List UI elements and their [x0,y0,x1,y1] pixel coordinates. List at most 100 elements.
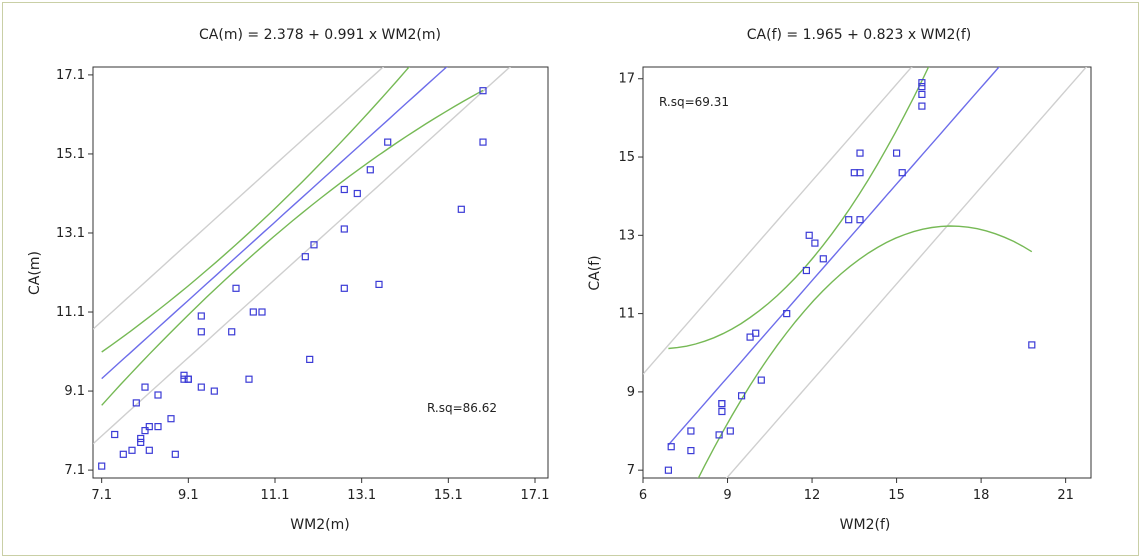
data-point [898,169,906,177]
y-tick-label: 17.1 [56,68,85,83]
data-point [366,166,374,174]
data-point [197,328,205,336]
data-point [306,355,314,363]
data-point [757,376,765,384]
y-tick-label: 17 [618,72,635,87]
data-point [167,415,175,423]
data-point [457,205,465,213]
data-point [726,427,734,435]
scatter-plots: CA(m) = 2.378 + 0.991 x WM2(m) 7.1 9.1 11.… [27,27,1092,533]
data-point [845,216,853,224]
x-tick-label: 13.1 [347,488,376,503]
data-point [746,333,754,341]
data-point [856,149,864,157]
data-point [918,102,926,110]
data-point [892,149,901,157]
points-left [98,87,487,470]
chart-title-right: CA(f) = 1.965 + 0.823 x WM2(f) [747,27,972,43]
data-point [918,79,926,87]
data-point [856,169,864,177]
data-point [145,423,153,431]
ticks-right: 6 9 12 15 18 21 7 9 11 13 15 17 [618,72,1073,503]
data-point [479,138,487,146]
x-tick-label: 9 [723,488,731,503]
y-axis-label-right: CA(f) [587,255,603,290]
y-tick-label: 9 [627,385,635,400]
data-point [154,423,162,431]
data-point [132,399,140,407]
y-tick-label: 11 [618,307,635,322]
panel-left: CA(m) = 2.378 + 0.991 x WM2(m) 7.1 9.1 11.… [27,27,550,533]
data-point [340,185,348,194]
confidence-band-lower [697,225,1033,478]
data-point [802,266,811,275]
prediction-band-upper [93,67,385,330]
data-point [687,427,695,435]
regression-line [101,67,448,380]
confidence-band-upper [668,67,930,350]
data-point [228,328,236,336]
data-point [171,450,179,458]
x-tick-label: 17.1 [521,488,550,503]
x-tick-label: 21 [1057,488,1074,503]
data-point [856,216,864,224]
y-tick-label: 7.1 [64,463,85,478]
data-point [819,255,827,263]
x-tick-label: 12 [804,488,821,503]
data-point [197,383,205,391]
data-point [918,82,926,91]
data-point [340,225,348,233]
data-point [353,189,361,198]
x-tick-label: 11.1 [261,488,290,503]
data-point [783,310,791,318]
regression-line [667,67,1000,446]
data-point [197,312,205,320]
data-point [232,284,240,292]
y-tick-label: 7 [627,463,635,478]
x-tick-label: 18 [973,488,990,503]
y-axis-label-left: CA(m) [27,251,43,295]
data-point [805,231,813,239]
data-point [137,438,145,446]
x-tick-label: 9.1 [178,488,199,503]
data-point [918,90,926,99]
prediction-band-lower [93,67,511,445]
x-axis-label-left: WM2(m) [290,517,349,533]
panel-right: CA(f) = 1.965 + 0.823 x WM2(f) 6 9 12 15 18 2… [587,27,1092,533]
x-tick-label: 15.1 [434,488,463,503]
bands-right [643,67,1088,478]
data-point [301,253,309,261]
confidence-band-lower [101,89,484,406]
data-point [119,450,127,458]
data-point [111,430,119,439]
data-point [137,434,145,443]
data-point [245,375,253,383]
data-point [1028,341,1036,349]
confidence-band-upper [101,67,410,353]
data-point [128,446,136,454]
data-point [210,387,218,395]
chart-title-left: CA(m) = 2.378 + 0.991 x WM2(m) [199,27,441,43]
data-point [98,462,106,470]
y-tick-label: 15 [618,150,635,165]
annotation-left: R.sq=86.62 [427,401,497,415]
x-tick-label: 7.1 [91,488,112,503]
data-point [811,239,819,247]
y-tick-label: 13 [618,228,635,243]
data-point [718,407,726,416]
data-point [184,375,192,383]
data-point [180,375,188,383]
annotation-right: R.sq=69.31 [659,95,729,109]
plot-area-right [642,66,1092,479]
data-point [180,371,188,379]
data-point [249,308,257,316]
x-tick-label: 15 [888,488,905,503]
y-tick-label: 15.1 [56,147,85,162]
prediction-band-upper [643,67,913,375]
data-point [737,392,746,400]
data-point [258,308,266,316]
data-point [145,446,153,454]
y-tick-label: 11.1 [56,305,85,320]
data-point [384,138,392,146]
data-point [141,427,149,435]
